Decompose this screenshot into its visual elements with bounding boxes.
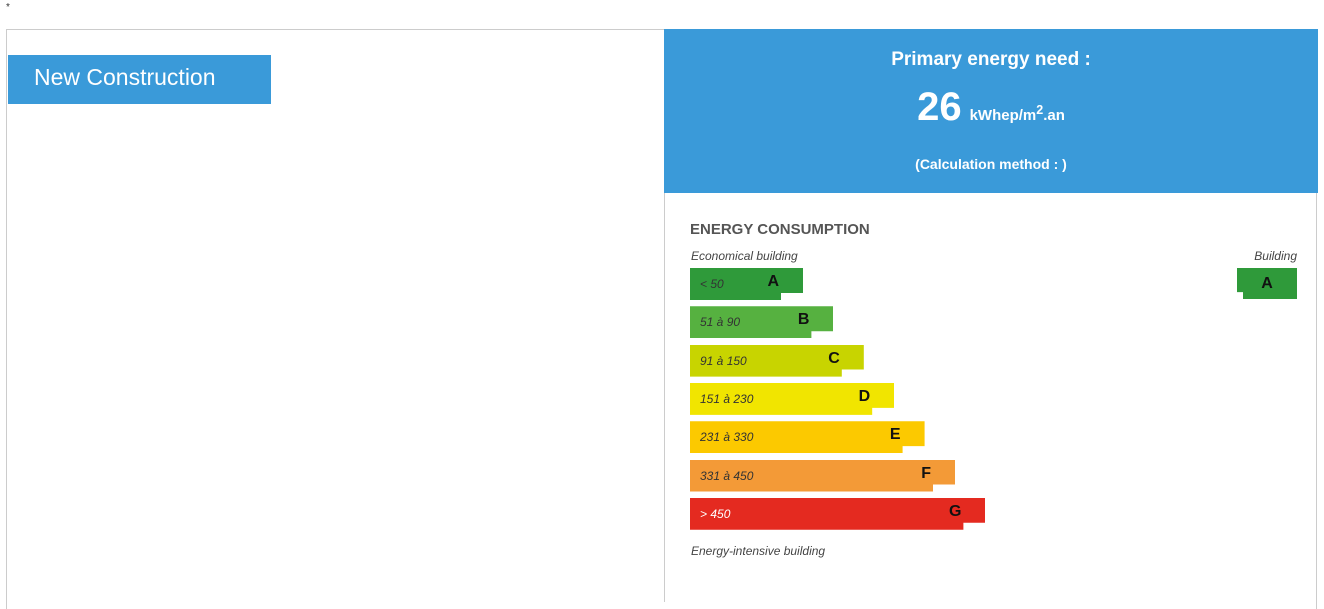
- scale-title: ENERGY CONSUMPTION: [690, 221, 870, 238]
- summary-title: Primary energy need :: [891, 49, 1091, 70]
- class-bar: > 450 G: [690, 498, 985, 530]
- class-bar: 151 à 230 D: [690, 383, 894, 415]
- building-label: Building: [1254, 249, 1297, 263]
- class-range: 91 à 150: [700, 353, 747, 368]
- unit: kWhep/m: [969, 107, 1037, 124]
- class-bar: 91 à 150 C: [690, 345, 864, 377]
- marker: *: [6, 2, 10, 13]
- class-bar: 51 à 90 B: [690, 306, 833, 338]
- class-letter: F: [921, 464, 931, 482]
- class-letter: A: [767, 273, 779, 290]
- value-number: 26: [917, 85, 962, 129]
- summary-method: (Calculation method : ): [915, 156, 1067, 172]
- unit-sup: 2: [1036, 103, 1044, 117]
- unit-suffix: .an: [1043, 107, 1065, 124]
- class-range: 231 à 330: [700, 430, 754, 445]
- class-letter: G: [948, 502, 962, 520]
- construction-button[interactable]: New Construction: [8, 55, 271, 104]
- class-bar: 231 à 330 E: [690, 421, 925, 453]
- building-class: A: [1237, 268, 1297, 299]
- top-label: Economical building: [691, 249, 798, 263]
- class-letter: E: [889, 426, 901, 444]
- class-range: > 450: [700, 506, 731, 521]
- bottom-label: Energy-intensive building: [691, 544, 826, 558]
- summary-value: 26 kWhep/m2.an: [664, 85, 1318, 130]
- class-range: 51 à 90: [700, 315, 741, 330]
- frame: [6, 29, 1317, 609]
- class-letter: B: [797, 311, 810, 329]
- class-range: < 50: [700, 277, 724, 291]
- value-unit: kWhep/m2.an: [969, 103, 1065, 124]
- class-range: 151 à 230: [700, 391, 754, 406]
- divider: [664, 29, 665, 602]
- class-bar: 331 à 450 F: [690, 460, 955, 492]
- class-letter: C: [828, 349, 840, 367]
- class-letter: D: [858, 387, 871, 405]
- summary-header: Primary energy need : 26 kWhep/m2.an (Cal…: [664, 29, 1318, 193]
- class-range: 331 à 450: [700, 468, 754, 483]
